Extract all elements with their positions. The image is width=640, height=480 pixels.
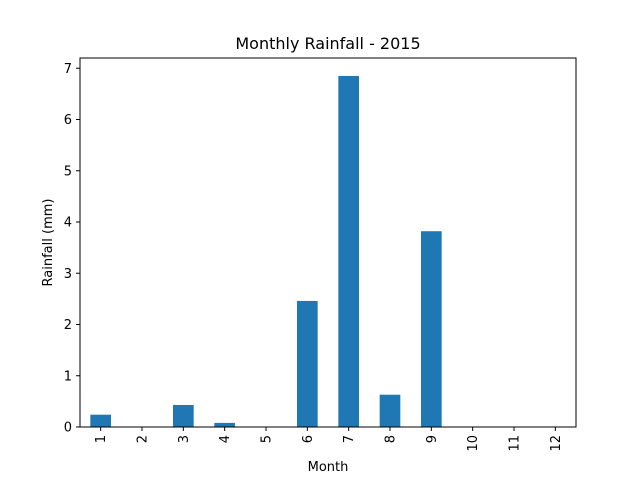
x-tick-label: 1 [94,435,109,443]
x-tick-label: 12 [549,435,564,452]
y-axis: 0 1 2 3 4 5 6 7 [64,62,80,436]
bar-month-6 [297,300,318,427]
y-tick-label: 3 [64,267,72,282]
bar-month-1 [90,414,111,427]
chart-title: Monthly Rainfall - 2015 [235,34,420,53]
x-tick-label: 9 [425,435,440,443]
plot-frame [79,57,577,428]
x-tick-label: 10 [466,435,481,452]
x-axis: 1 2 3 4 5 6 7 8 9 10 11 12 [94,427,564,452]
y-tick-label: 5 [64,164,72,179]
y-tick-label: 0 [64,421,72,436]
y-tick-label: 4 [64,216,72,231]
x-tick-label: 4 [218,435,233,443]
x-tick-label: 5 [260,435,275,443]
bars [90,75,442,427]
y-tick-label: 7 [64,62,72,77]
y-axis-label: Rainfall (mm) [41,199,56,287]
x-axis-label: Month [308,460,349,475]
bar-month-4 [214,422,235,427]
x-tick-label: 6 [301,435,316,443]
bar-month-7 [338,75,359,427]
x-tick-label: 11 [508,435,523,452]
y-tick-label: 1 [64,369,72,384]
x-tick-label: 7 [342,435,357,443]
x-tick-label: 3 [177,435,192,443]
bar-month-9 [421,231,442,427]
x-tick-label: 2 [136,435,151,443]
bar-month-3 [173,404,194,427]
x-tick-label: 8 [384,435,399,443]
bar-month-8 [379,394,401,427]
y-tick-label: 2 [64,318,72,333]
y-tick-label: 6 [64,113,72,128]
